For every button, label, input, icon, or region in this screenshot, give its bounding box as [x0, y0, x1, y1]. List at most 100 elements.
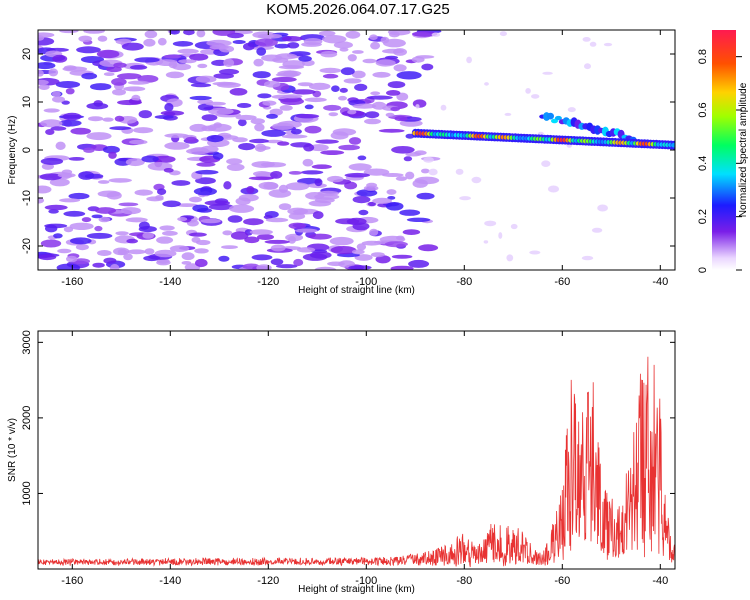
heatmap-noise-patch: [189, 196, 202, 203]
heatmap-noise-patch: [97, 35, 108, 42]
heatmap-noise-patch: [55, 81, 81, 88]
heatmap-noise-patch: [381, 173, 404, 177]
heatmap-noise-patch: [348, 265, 372, 270]
heatmap-noise-patch: [53, 233, 63, 239]
heatmap-noise-patch: [261, 129, 286, 137]
heatmap-noise-patch: [589, 41, 597, 47]
heatmap-noise-patch: [50, 126, 67, 131]
heatmap-noise-patch: [38, 197, 45, 204]
heatmap-noise-patch: [157, 37, 167, 46]
heatmap-noise-patch: [243, 42, 255, 51]
heatmap-noise-patch: [86, 102, 109, 110]
heatmap-noise-patch: [288, 171, 302, 175]
heatmap-noise-patch: [44, 204, 68, 211]
heatmap-noise-patch: [421, 63, 434, 71]
heatmap-noise-patch: [332, 128, 357, 136]
heatmap-noise-patch: [138, 226, 157, 233]
heatmap-noise-patch: [56, 263, 81, 270]
colorbar-tick-label: 0.6: [697, 102, 709, 117]
heatmap-noise-patch: [226, 163, 245, 171]
heatmap-noise-patch: [125, 158, 145, 167]
heatmap-noise-patch: [370, 91, 381, 96]
snr-axes: -160 -140 -120 -100 -80 -60 -40 1000 2000 3000 Hei…: [7, 330, 675, 595]
heatmap-noise-patch: [459, 196, 471, 201]
heatmap-noise-patch: [322, 73, 339, 79]
heatmap-noise-patch: [252, 71, 271, 79]
heatmap-noise-patch: [499, 31, 507, 37]
colorbar: 0 0.2 0.4 0.6 0.8 Normalized spectral amplitu…: [697, 30, 749, 273]
heatmap-noise-patch: [172, 63, 192, 71]
heatmap-noise-patch: [75, 244, 89, 251]
heatmap-noise-patch: [232, 40, 246, 44]
heatmap-noise-patch: [308, 233, 332, 240]
heatmap-noise-patch: [367, 201, 376, 207]
heatmap-noise-patch: [386, 90, 401, 96]
heatmap-noise-patch: [270, 244, 286, 252]
heatmap-noise-patch: [567, 107, 576, 113]
heatmap-noise-patch: [206, 39, 232, 47]
colorbar-title: Normalized spectral amplitude: [738, 82, 749, 217]
heatmap-noise-patch: [343, 78, 362, 84]
snr-x-tick-label: -140: [159, 575, 181, 587]
heatmap-noise-patch: [103, 72, 115, 76]
heatmap-noise-patch: [201, 125, 217, 132]
heatmap-noise-patch: [314, 193, 340, 200]
heatmap-noise-patch: [345, 30, 361, 39]
heatmap-noise-patch: [68, 157, 85, 161]
heatmap-noise-patch: [415, 104, 420, 109]
heatmap-noise-patch: [348, 163, 372, 171]
heatmap-noise-patch: [103, 257, 117, 264]
heatmap-noise-patch: [129, 139, 148, 145]
heatmap-noise-patch: [165, 71, 185, 79]
heatmap-noise-patch: [83, 147, 95, 153]
heatmap-noise-patch: [160, 110, 185, 116]
heatmap-noise-patch: [531, 94, 540, 99]
heatmap-noise-patch: [581, 255, 594, 261]
heatmap-noise-patch: [134, 189, 153, 196]
heatmap-noise-patch: [177, 48, 199, 54]
heatmap-noise-patch: [296, 247, 316, 253]
heatmap-noise-patch: [431, 32, 441, 37]
heatmap-noise-patch: [250, 118, 265, 125]
colorbar-tick-label: 0.4: [697, 156, 709, 171]
heatmap-noise-patch: [541, 160, 551, 167]
heatmap-noise-patch: [412, 99, 427, 108]
heatmap-noise-patch: [164, 103, 174, 112]
heatmap-noise-patch: [61, 100, 70, 105]
heatmap-noise-patch: [290, 128, 302, 135]
heatmap-noise-patch: [188, 232, 207, 237]
heatmap-noise-patch: [112, 88, 126, 96]
heatmap-x-tick-label: -60: [554, 276, 570, 288]
heatmap-noise-patch: [81, 217, 92, 223]
heatmap-noise-patch: [57, 172, 76, 178]
heatmap-noise-patch: [98, 216, 111, 223]
heatmap-noise-patch: [223, 181, 232, 190]
heatmap-noise-patch: [133, 127, 154, 134]
heatmap-noise-patch: [357, 155, 367, 161]
heatmap-noise-patch: [44, 223, 68, 229]
heatmap-noise-patch: [221, 245, 238, 250]
heatmap-x-tick-label: -80: [456, 276, 472, 288]
heatmap-noise-patch: [197, 63, 208, 69]
heatmap-noise-patch: [164, 133, 189, 138]
heatmap-noise-patch: [176, 203, 198, 208]
heatmap-noise-patch: [49, 178, 70, 187]
heatmap-noise-patch: [195, 169, 219, 175]
heatmap-noise-patch: [94, 225, 103, 232]
heatmap-noise-patch: [123, 253, 133, 261]
heatmap-noise-patch: [40, 157, 64, 165]
heatmap-noise-patch: [281, 36, 303, 42]
heatmap-noise-patch: [287, 207, 309, 215]
heatmap-noise-patch: [238, 143, 256, 151]
heatmap-noise-patch: [375, 59, 396, 67]
heatmap-noise-patch: [190, 83, 212, 88]
heatmap-noise-patch: [219, 45, 235, 53]
heatmap-noise-patch: [369, 34, 378, 40]
heatmap-noise-patch: [525, 88, 531, 94]
heatmap-noise-patch: [304, 104, 314, 110]
heatmap-noise-patch: [227, 215, 243, 223]
heatmap-noise-patch: [40, 119, 63, 128]
heatmap-y-tick-label: -10: [21, 190, 33, 206]
heatmap-noise-patch: [78, 171, 95, 180]
heatmap-noise-patch: [291, 89, 316, 95]
